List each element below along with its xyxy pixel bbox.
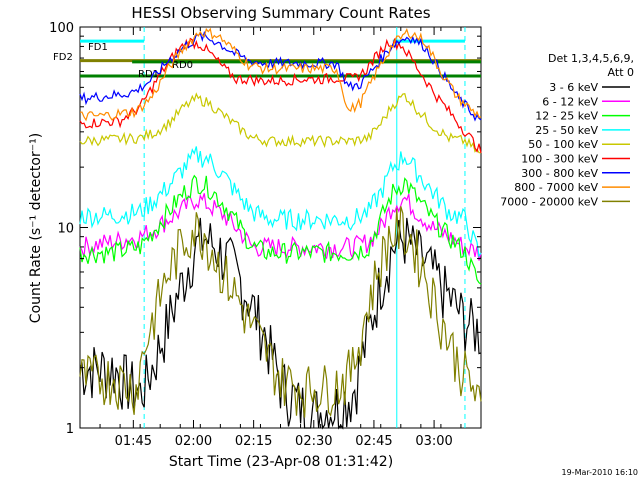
x-tick-label: 02:15: [235, 434, 272, 449]
series-line: [79, 174, 482, 285]
series-line: [79, 30, 482, 122]
legend-entry-label: 25 - 50 keV: [535, 124, 598, 137]
series-line: [79, 193, 482, 261]
legend-entry-label: 3 - 6 keV: [549, 81, 598, 94]
threshold-label: FD2: [53, 52, 73, 63]
series-line: [79, 92, 482, 154]
series-line: [79, 146, 482, 258]
x-tick-label: 02:30: [295, 434, 332, 449]
series-line: [79, 37, 482, 154]
x-tick-label: 03:00: [415, 434, 452, 449]
x-tick-label: 02:00: [175, 434, 212, 449]
threshold-lines: FD2 RD0 FD1 RD1: [53, 39, 481, 80]
threshold-label: FD1: [88, 42, 108, 53]
y-tick-label: 100: [49, 21, 74, 36]
threshold-label: RD1: [138, 69, 159, 80]
legend-header: Det 1,3,4,5,6,9,: [548, 52, 634, 65]
legend-entry-label: 300 - 800 keV: [521, 167, 598, 180]
x-tick-label: 02:45: [355, 434, 392, 449]
legend-entry-label: 12 - 25 keV: [535, 110, 598, 123]
legend-entry-label: 7000 - 20000 keV: [500, 195, 598, 208]
axes-layer: 1 10 100 01:45 02:00 02:15 02:30 02:45 03:00: [49, 21, 482, 449]
y-tick-label: 10: [57, 222, 74, 237]
y-axis-label: Count Rate (s⁻¹ detector⁻¹): [28, 133, 44, 323]
series-layer: [79, 27, 482, 430]
chart-title: HESSI Observing Summary Count Rates: [131, 4, 430, 22]
threshold-label: RD0: [172, 60, 193, 71]
legend-entry-label: 100 - 300 keV: [521, 153, 598, 166]
plot-vertical-lines: [143, 27, 466, 428]
series-line: [79, 217, 482, 430]
y-tick-label: 1: [66, 422, 74, 437]
legend-entry-label: 6 - 12 keV: [542, 95, 598, 108]
timestamp: 19-Mar-2010 16:10: [562, 468, 639, 477]
legend-entry-label: 800 - 7000 keV: [514, 181, 598, 194]
x-tick-label: 01:45: [115, 434, 152, 449]
legend-entry-label: 50 - 100 keV: [528, 138, 598, 151]
series-line: [79, 27, 482, 122]
x-axis-label: Start Time (23-Apr-08 01:31:42): [169, 454, 393, 470]
series-line: [79, 206, 482, 418]
legend-header: Att 0: [608, 66, 634, 79]
